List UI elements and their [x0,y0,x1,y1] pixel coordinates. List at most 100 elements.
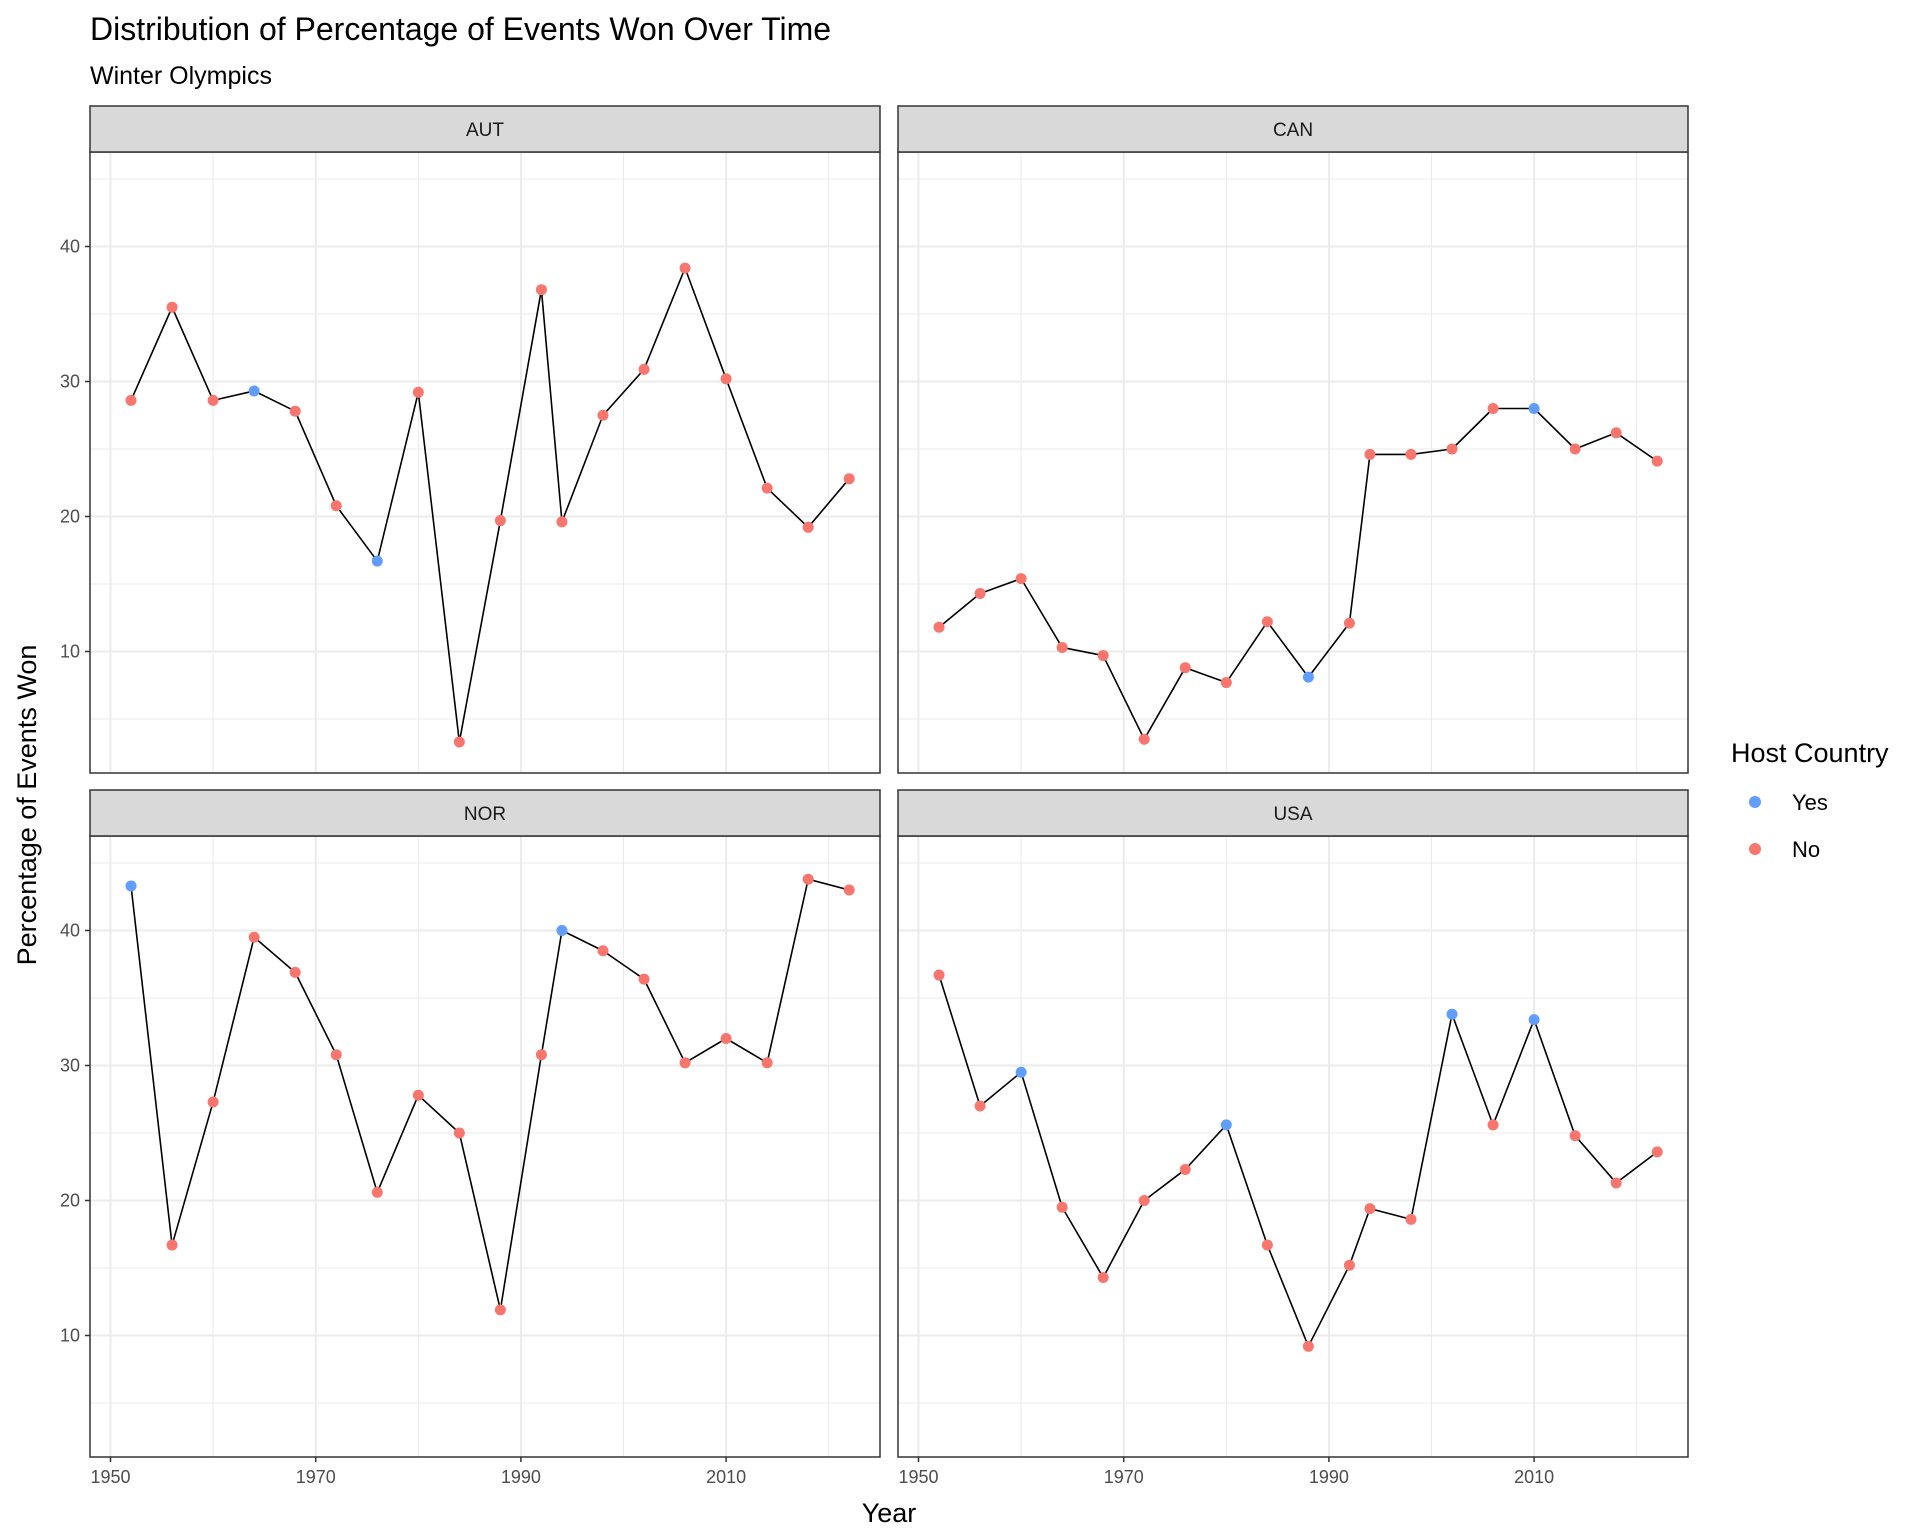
data-point [494,515,506,527]
y-tick-label: 20 [60,1191,80,1211]
data-point [371,555,383,567]
data-point [1364,1203,1376,1215]
data-point [638,363,650,375]
x-axis-title: Year [862,1498,917,1528]
y-tick-label: 40 [60,237,80,257]
data-point [1528,403,1540,414]
data-point [1056,1201,1068,1213]
legend-swatch-yes [1749,796,1761,808]
data-point [248,385,260,397]
facet-panel-nor: NOR 10 20 30 40 1950 1970 1990 2010 [60,789,881,1487]
data-point [1097,1271,1109,1283]
data-point [1651,455,1663,467]
data-point [843,473,855,485]
data-point [1446,1008,1458,1020]
strip-background [897,789,1689,837]
panel-background [90,152,880,773]
strip-label: AUT [466,120,504,141]
y-tick-label: 30 [60,372,80,392]
data-point [1343,1259,1355,1271]
data-point [1179,662,1191,674]
data-point [597,945,609,957]
data-point [720,1033,732,1044]
data-point [679,262,691,274]
data-point [207,1096,219,1108]
y-tick-label: 20 [60,507,80,527]
data-point [207,394,219,406]
data-point [1364,448,1376,460]
data-point [1261,616,1273,628]
x-tick-label: 1970 [1104,1467,1144,1487]
data-point [1610,1177,1622,1189]
data-point [679,1057,691,1069]
y-tick-label: 30 [60,1056,80,1076]
legend-label-yes: Yes [1792,790,1828,815]
data-point [1487,1119,1499,1131]
data-point [761,1057,773,1069]
data-point [556,925,568,936]
data-point [802,521,814,533]
data-point [761,482,773,494]
data-point [1302,1340,1314,1352]
data-point [933,969,945,981]
strip-label: USA [1273,804,1312,825]
data-point [1056,641,1068,653]
data-point [494,1304,506,1316]
data-point [1097,650,1109,662]
data-point [1015,1066,1027,1078]
x-tick-label: 2010 [1514,1467,1554,1487]
data-point [1405,448,1417,460]
chart-title: Distribution of Percentage of Events Won… [90,11,831,47]
panel-background [90,836,880,1457]
facet-panels: AUT 10 20 30 40 CAN NOR 10 20 30 40 1950 1970 1990 201… [60,105,1689,1487]
data-point [1261,1239,1273,1251]
data-point [371,1186,383,1198]
data-point [166,1239,178,1251]
data-point [597,409,609,421]
data-point [535,284,547,296]
strip-background [89,789,881,837]
data-point [1528,1014,1540,1026]
data-point [974,587,986,599]
data-point [125,880,137,892]
legend-label-no: No [1792,837,1820,862]
facet-panel-aut: AUT 10 20 30 40 [60,105,881,774]
data-point [412,1089,424,1101]
legend: Host Country Yes No [1731,738,1889,862]
data-point [1569,1130,1581,1142]
data-point [1651,1146,1663,1158]
legend-swatch-no [1749,843,1761,855]
facet-panel-usa: USA 1950 1970 1990 2010 [897,789,1689,1487]
data-point [556,516,568,528]
x-tick-label: 1990 [501,1467,541,1487]
strip-label: NOR [464,804,506,825]
data-point [453,736,465,748]
x-tick-label: 1950 [898,1467,938,1487]
facet-panel-can: CAN [897,105,1689,774]
y-tick-label: 40 [60,921,80,941]
x-tick-label: 1990 [1309,1467,1349,1487]
data-point [1405,1213,1417,1225]
data-point [289,405,301,417]
data-point [535,1049,547,1061]
data-point [1302,671,1314,683]
data-point [933,621,945,633]
data-point [125,394,137,406]
data-point [720,373,732,385]
data-point [1446,443,1458,455]
x-tick-label: 2010 [706,1467,746,1487]
data-point [166,301,178,313]
data-point [1343,617,1355,629]
data-point [412,386,424,398]
panel-background [898,836,1688,1457]
chart-subtitle: Winter Olympics [90,62,272,90]
data-point [1487,403,1499,414]
legend-title: Host Country [1731,738,1889,768]
y-axis-title: Percentage of Events Won [12,645,42,966]
data-point [1138,733,1150,745]
data-point [638,973,650,985]
strip-background [897,105,1689,153]
data-point [1179,1163,1191,1175]
data-point [330,1049,342,1061]
